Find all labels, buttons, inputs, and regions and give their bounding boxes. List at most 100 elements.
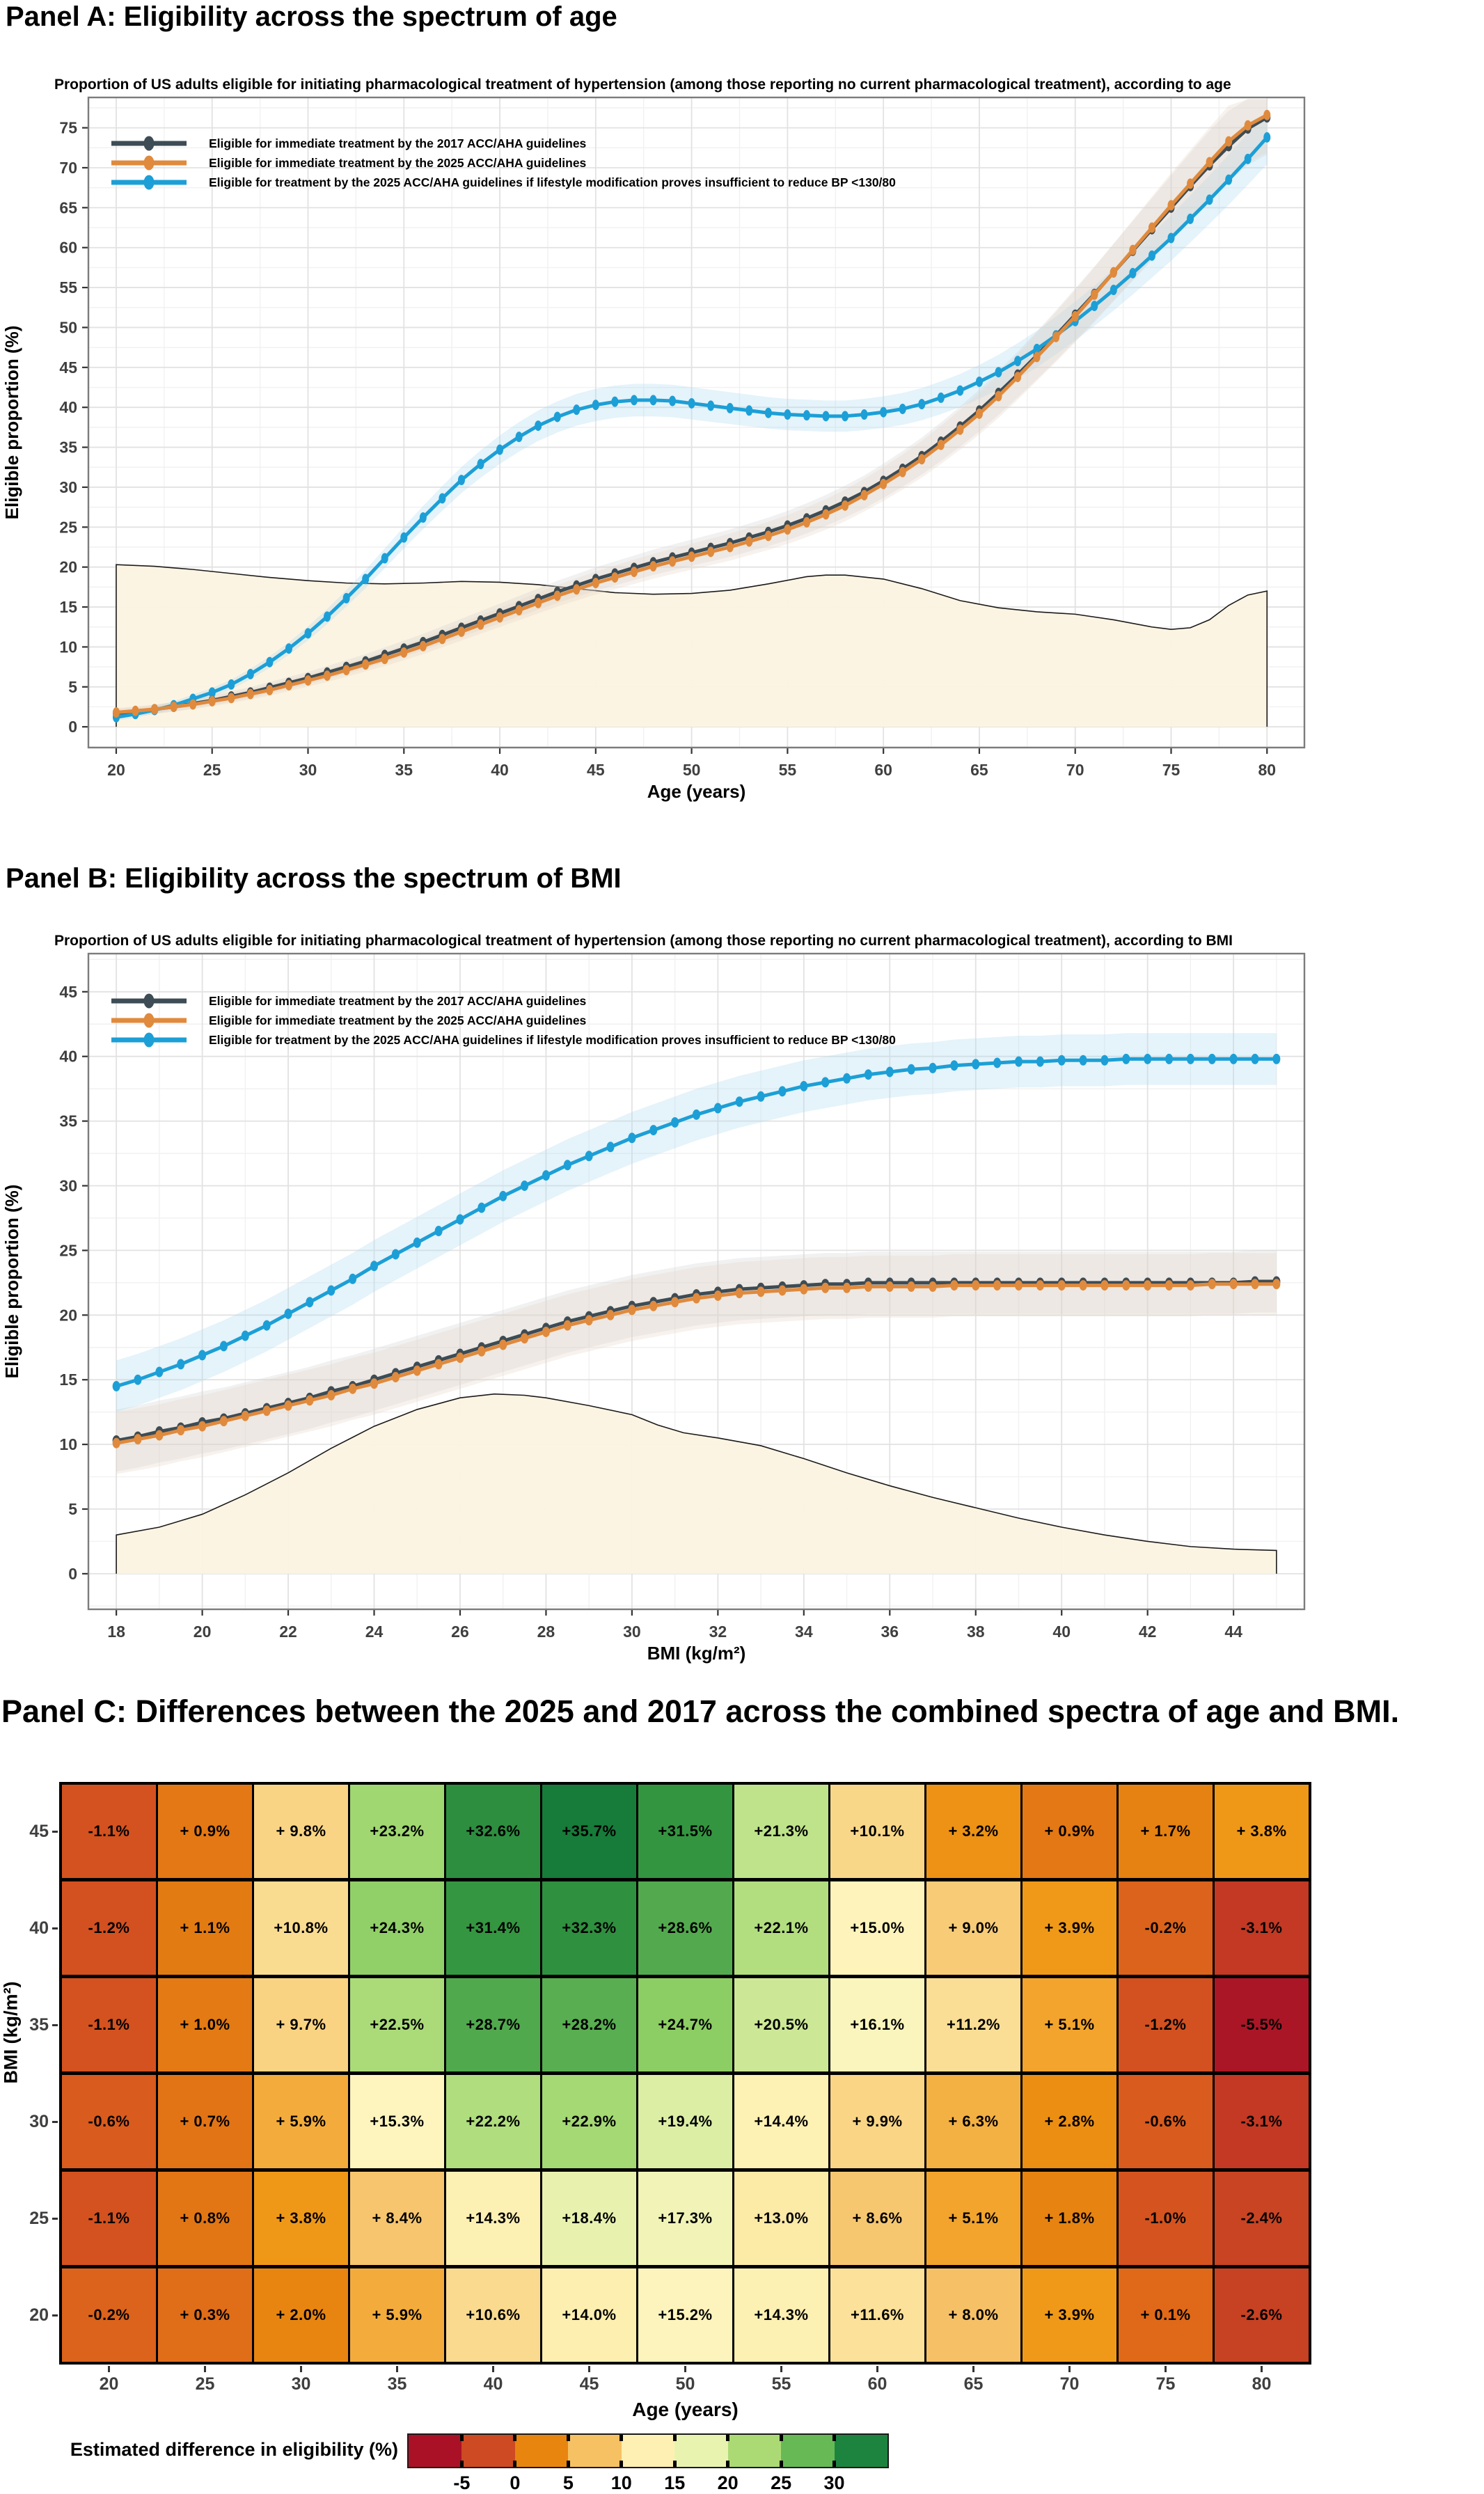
data-point [611,572,619,583]
legend-entry: Eligible for immediate treatment by the … [111,1013,587,1028]
data-point [1167,200,1175,211]
y-tick-label: 35 [59,439,77,457]
data-point [757,1286,765,1297]
data-point [241,1410,249,1421]
data-point [669,556,677,567]
heatmap-cell: + 0.7% [158,2075,252,2168]
y-tick-label: 60 [59,239,77,257]
data-point [391,1371,400,1382]
data-point [1208,1053,1216,1064]
heatmap-y-tick [52,2314,58,2317]
data-point [521,1181,529,1192]
heatmap-cell: +13.0% [734,2172,828,2265]
x-axis-title: Age (years) [647,781,746,802]
data-point [177,1359,185,1370]
data-point [649,395,657,406]
data-point [592,400,599,411]
data-point [628,1132,636,1144]
data-point [419,640,427,652]
data-point [713,1290,722,1301]
data-point [515,432,523,443]
data-point [515,605,523,616]
data-point [1052,331,1060,342]
confidence-ribbon [116,1250,1277,1472]
y-tick-label: 55 [59,278,77,297]
heatmap-cell: +14.3% [446,2172,540,2265]
data-point [370,1261,379,1272]
data-point [1167,232,1175,244]
heatmap-cell: + 0.8% [158,2172,252,2265]
data-point [456,1214,464,1225]
data-point [1263,109,1271,120]
colorbar-tick-label: 30 [823,2472,845,2493]
data-point [707,546,715,558]
data-point [219,1416,228,1427]
heatmap-cell: +16.1% [830,1978,924,2071]
data-point [285,643,292,654]
heatmap-cell: + 3.8% [1215,1785,1309,1878]
legend-label: Eligible for immediate treatment by the … [209,156,587,170]
y-tick-label: 35 [59,1112,77,1130]
data-point [391,1249,400,1260]
heatmap-x-tick [876,2366,878,2372]
data-point [745,536,753,547]
heatmap-cell: +19.4% [638,2075,732,2168]
heatmap-cell: -0.6% [1119,2075,1213,2168]
x-tick-label: 55 [779,761,797,779]
heatmap-cell: + 0.3% [158,2268,252,2362]
heatmap-cell: +24.7% [638,1978,732,2071]
data-point [434,1226,443,1237]
heatmap-cell: + 8.0% [926,2268,1020,2362]
data-point [284,1308,292,1319]
panel-c-title: Panel C: Differences between the 2025 an… [1,1694,1400,1729]
y-tick-label: 45 [59,983,77,1001]
heatmap-cell: +15.2% [638,2268,732,2362]
heatmap-cell: -0.6% [62,2075,156,2168]
data-point [975,376,983,387]
heatmap-y-tick [52,1830,58,1833]
colorbar-boundary-tick [566,2435,570,2441]
data-point [499,1339,507,1350]
y-tick-label: 65 [59,198,77,216]
heatmap-cell: -1.1% [62,1785,156,1878]
data-point [907,1064,915,1075]
y-tick-label: 40 [59,1048,77,1066]
data-point [112,707,120,718]
heatmap-cell: -1.1% [62,1978,156,2071]
density-area [116,565,1268,727]
data-point [1110,267,1117,278]
data-point [342,592,350,603]
y-tick-label: 50 [59,318,77,336]
confidence-ribbon [116,1253,1277,1474]
legend-entry: Eligible for treatment by the 2025 ACC/A… [111,1032,896,1048]
legend-label: Eligible for treatment by the 2025 ACC/A… [209,1033,896,1047]
data-point [1144,1053,1152,1064]
data-point [885,1281,894,1292]
data-point [880,407,887,418]
data-point [1144,1280,1152,1291]
data-point [327,1390,336,1401]
data-point [324,670,331,681]
data-point [306,1395,314,1406]
data-point [975,408,983,419]
data-point [246,688,254,700]
heatmap-cell: + 2.0% [254,2268,348,2362]
data-point [155,1366,164,1378]
data-point [688,397,695,409]
data-point [803,516,810,528]
x-tick-label: 25 [203,761,221,779]
heatmap-cell: +10.1% [830,1785,924,1878]
heatmap-cell: + 3.2% [926,1785,1020,1878]
panel-border [87,952,1306,1611]
data-point [370,1378,379,1389]
panel-c-y-axis-title: BMI (kg/m²) [0,1981,22,2084]
data-point [155,1430,164,1441]
data-point [1186,1280,1194,1291]
x-tick-label: 42 [1139,1623,1157,1641]
heatmap-x-tick-label: 50 [675,2374,695,2394]
data-point [972,1280,980,1291]
data-point [822,509,830,520]
heatmap-cell: +23.2% [350,1785,444,1878]
heatmap-cell: +15.0% [830,1881,924,1975]
data-point [208,695,216,707]
